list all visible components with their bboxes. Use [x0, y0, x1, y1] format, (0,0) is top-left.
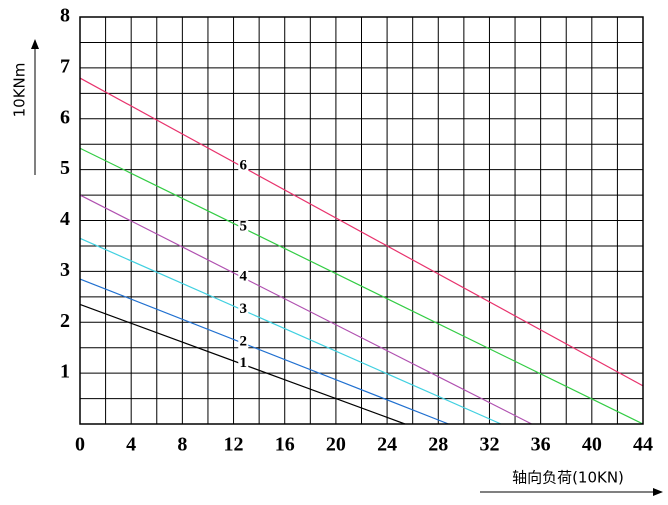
- x-tick-label: 24: [377, 434, 397, 456]
- y-tick-label: 8: [60, 5, 70, 27]
- y-tick-label: 2: [60, 310, 70, 332]
- x-tick-label: 32: [479, 434, 499, 456]
- y-tick-label: 7: [60, 55, 70, 77]
- x-axis-label: 轴向负荷(10KN): [512, 469, 624, 487]
- x-tick-label: 8: [177, 434, 187, 456]
- series-label-bg: [238, 269, 249, 284]
- y-tick-label: 3: [60, 259, 70, 281]
- series-line: [79, 237, 502, 425]
- x-tick-label: 4: [126, 434, 136, 456]
- x-tick-label: 40: [582, 434, 602, 456]
- series-line: [79, 194, 532, 425]
- x-tick-label: 12: [224, 434, 244, 456]
- y-tick-label: 1: [60, 361, 70, 383]
- series-label-bg: [238, 356, 249, 371]
- x-tick-label: 44: [633, 434, 653, 456]
- series-label: 6: [240, 158, 248, 174]
- series-label: 3: [240, 301, 248, 317]
- series-label-bg: [238, 302, 249, 317]
- y-axis-label: 10KNm: [11, 63, 29, 118]
- series-line: [79, 278, 449, 425]
- series-label-bg: [238, 159, 249, 174]
- x-tick-label: 16: [275, 434, 295, 456]
- series-line: [79, 147, 644, 425]
- plot-border: [79, 16, 644, 425]
- y-tick-label: 5: [60, 157, 70, 179]
- series-label-bg: [238, 335, 249, 350]
- series-label: 4: [240, 268, 248, 284]
- series-label: 1: [240, 355, 248, 371]
- series-label: 5: [240, 219, 248, 235]
- y-tick-label: 6: [60, 106, 70, 128]
- x-tick-label: 0: [75, 434, 85, 456]
- series-label: 2: [240, 334, 248, 350]
- x-tick-label: 20: [326, 434, 346, 456]
- x-tick-label: 28: [428, 434, 448, 456]
- series-label-bg: [238, 220, 249, 235]
- series-line: [79, 77, 644, 387]
- y-tick-label: 4: [60, 208, 70, 230]
- x-tick-label: 36: [531, 434, 551, 456]
